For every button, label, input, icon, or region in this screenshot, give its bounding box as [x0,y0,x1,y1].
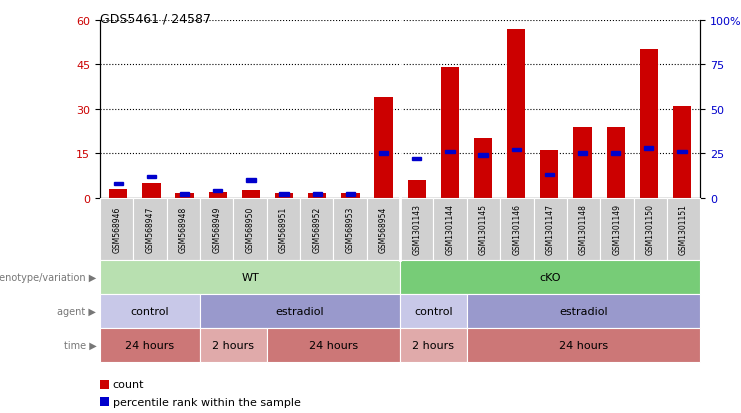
Bar [441,68,459,198]
Bar [479,154,488,157]
Text: count: count [113,379,144,389]
Text: GSM1301148: GSM1301148 [579,204,588,254]
Text: GSM1301144: GSM1301144 [445,204,455,255]
Bar [507,30,525,198]
Text: GSM1301147: GSM1301147 [545,204,555,255]
Bar [242,191,260,198]
Text: estradiol: estradiol [559,306,608,316]
Text: GSM568951: GSM568951 [279,206,288,252]
Text: GSM568949: GSM568949 [212,206,222,252]
Bar [540,151,559,198]
Bar [578,152,587,156]
Text: time ▶: time ▶ [64,340,96,350]
Text: GSM1301151: GSM1301151 [679,204,688,254]
Bar [545,173,554,177]
Text: WT: WT [242,272,259,282]
Bar [673,107,691,198]
Text: percentile rank within the sample: percentile rank within the sample [113,396,301,406]
Text: GSM1301145: GSM1301145 [479,204,488,255]
Text: GSM568952: GSM568952 [312,206,322,252]
Text: 2 hours: 2 hours [413,340,454,350]
Bar [511,149,521,152]
Text: GSM568953: GSM568953 [345,206,355,252]
Text: GSM1301146: GSM1301146 [512,204,522,255]
Bar [180,193,189,197]
Bar [374,97,393,198]
Bar [445,150,454,154]
Bar [109,189,127,198]
Bar [408,180,426,198]
Bar [677,150,687,154]
Bar [279,193,289,197]
Text: 24 hours: 24 hours [559,340,608,350]
Text: control: control [414,306,453,316]
Bar [574,127,591,198]
Text: GSM1301149: GSM1301149 [612,204,622,255]
Bar [113,182,123,186]
Bar [142,183,161,198]
Bar [611,152,620,156]
Bar [308,194,326,198]
Bar [275,194,293,198]
Text: agent ▶: agent ▶ [58,306,96,316]
Text: GSM568950: GSM568950 [245,206,255,252]
Text: GSM1301150: GSM1301150 [645,204,655,255]
Text: 2 hours: 2 hours [213,340,254,350]
Bar [644,147,654,150]
Text: genotype/variation ▶: genotype/variation ▶ [0,272,96,282]
Text: GSM1301143: GSM1301143 [412,204,422,255]
Bar [313,193,322,197]
Text: GSM568954: GSM568954 [379,206,388,252]
Text: GSM568946: GSM568946 [112,206,122,252]
Text: GSM568947: GSM568947 [145,206,155,252]
Bar [379,152,388,156]
Text: GSM568948: GSM568948 [179,206,188,252]
Bar [639,50,658,198]
Text: GDS5461 / 24587: GDS5461 / 24587 [100,12,211,25]
Text: estradiol: estradiol [276,306,325,316]
Text: 24 hours: 24 hours [309,340,358,350]
Bar [346,193,355,197]
Bar [474,139,492,198]
Bar [412,157,422,161]
Bar [176,194,193,198]
Bar [213,189,222,193]
Bar [209,192,227,198]
Text: cKO: cKO [539,272,561,282]
Text: 24 hours: 24 hours [125,340,175,350]
Bar [607,127,625,198]
Bar [342,194,359,198]
Bar [246,179,256,182]
Text: control: control [130,306,170,316]
Bar [147,175,156,179]
